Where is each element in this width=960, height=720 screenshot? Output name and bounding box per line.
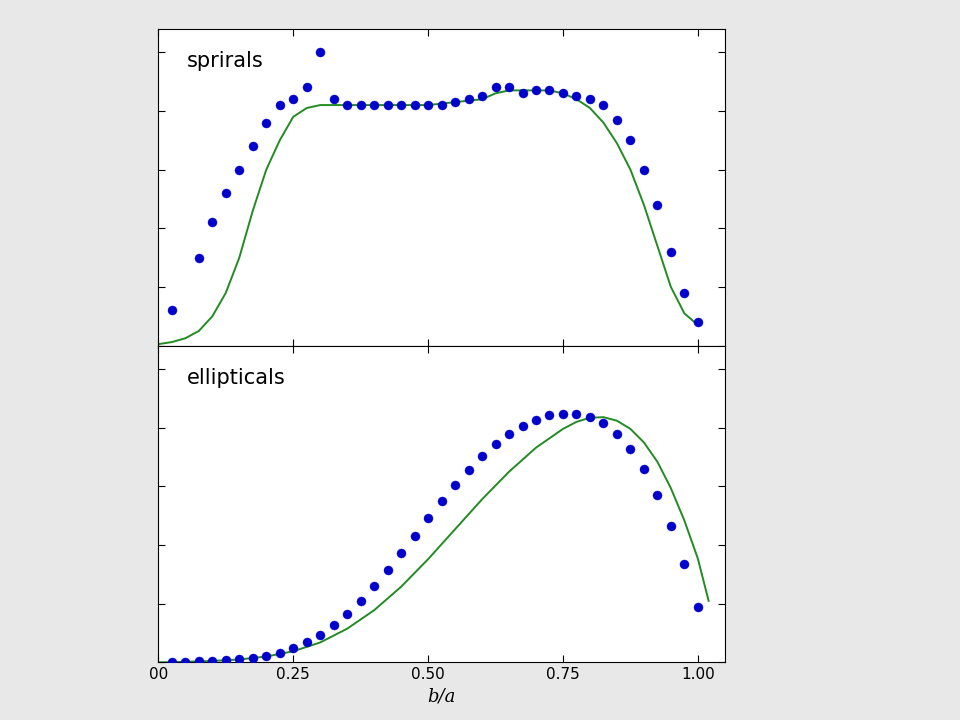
X-axis label: b/a: b/a [427, 688, 456, 706]
Text: sprirals: sprirals [186, 51, 263, 71]
Text: ellipticals: ellipticals [186, 368, 285, 388]
